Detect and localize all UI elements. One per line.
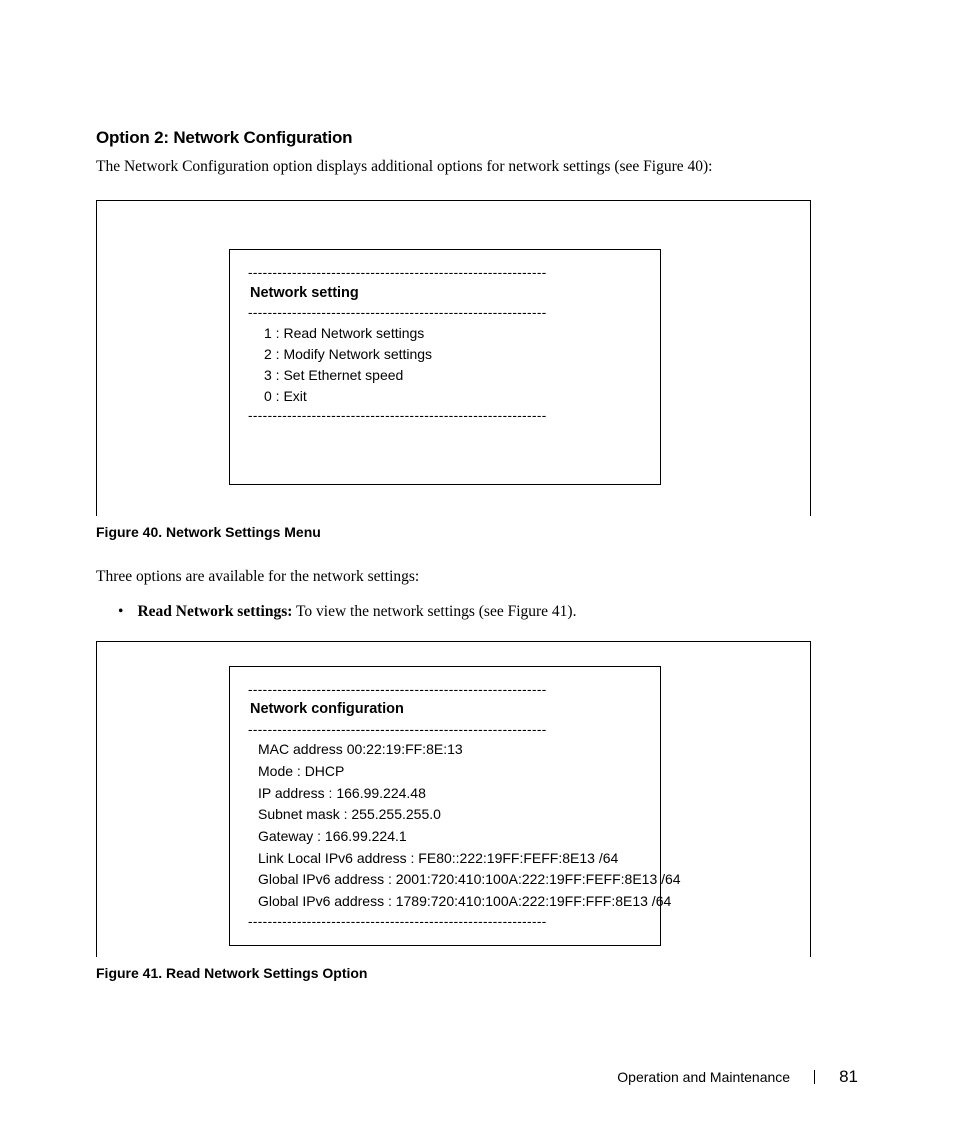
mid-paragraph: Three options are available for the netw…	[96, 566, 858, 588]
bullet-rest: To view the network settings (see Figure…	[292, 603, 576, 620]
page-footer: Operation and Maintenance 81	[617, 1067, 858, 1087]
page-number: 81	[839, 1067, 858, 1087]
footer-section: Operation and Maintenance	[617, 1069, 790, 1085]
divider-line: ----------------------------------------…	[248, 913, 642, 931]
config-items: MAC address 00:22:19:FF:8E:13 Mode : DHC…	[248, 739, 642, 913]
menu-item: 0 : Exit	[264, 386, 642, 407]
intro-paragraph: The Network Configuration option display…	[96, 156, 858, 178]
menu-item: 3 : Set Ethernet speed	[264, 365, 642, 386]
document-page: Option 2: Network Configuration The Netw…	[0, 0, 954, 981]
config-item: IP address : 166.99.224.48	[258, 783, 642, 805]
bullet-dot-icon: •	[118, 603, 123, 621]
footer-separator-icon	[814, 1070, 815, 1084]
menu-item: 2 : Modify Network settings	[264, 344, 642, 365]
divider-line: ----------------------------------------…	[248, 264, 642, 282]
config-item: Global IPv6 address : 1789:720:410:100A:…	[258, 891, 642, 913]
figure-41-box: ----------------------------------------…	[96, 641, 811, 957]
network-configuration-menu: ----------------------------------------…	[229, 666, 661, 946]
figure-40-box: ----------------------------------------…	[96, 200, 811, 516]
figure-41-caption: Figure 41. Read Network Settings Option	[96, 965, 858, 981]
divider-line: ----------------------------------------…	[248, 407, 642, 425]
menu-title: Network configuration	[248, 699, 642, 721]
config-item: Gateway : 166.99.224.1	[258, 826, 642, 848]
section-heading: Option 2: Network Configuration	[96, 128, 858, 148]
divider-line: ----------------------------------------…	[248, 304, 642, 322]
config-item: Link Local IPv6 address : FE80::222:19FF…	[258, 848, 642, 870]
config-item: Global IPv6 address : 2001:720:410:100A:…	[258, 869, 642, 891]
config-item: Mode : DHCP	[258, 761, 642, 783]
bullet-strong: Read Network settings:	[137, 603, 292, 620]
menu-items: 1 : Read Network settings 2 : Modify Net…	[248, 323, 642, 407]
network-setting-menu: ----------------------------------------…	[229, 249, 661, 485]
figure-40-caption: Figure 40. Network Settings Menu	[96, 524, 858, 540]
divider-line: ----------------------------------------…	[248, 681, 642, 699]
divider-line: ----------------------------------------…	[248, 721, 642, 739]
bullet-item: • Read Network settings: To view the net…	[96, 603, 858, 621]
config-item: Subnet mask : 255.255.255.0	[258, 804, 642, 826]
config-item: MAC address 00:22:19:FF:8E:13	[258, 739, 642, 761]
menu-title: Network setting	[248, 283, 642, 305]
menu-item: 1 : Read Network settings	[264, 323, 642, 344]
